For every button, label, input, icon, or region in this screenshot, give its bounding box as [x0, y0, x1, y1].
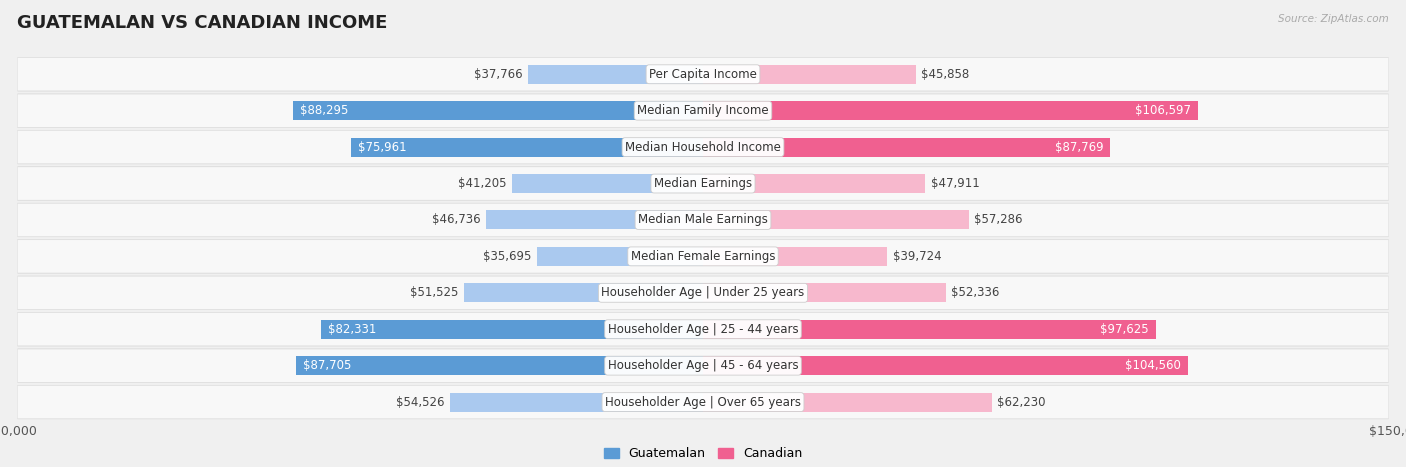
- FancyBboxPatch shape: [17, 276, 1389, 310]
- FancyBboxPatch shape: [17, 348, 1389, 383]
- FancyBboxPatch shape: [703, 101, 1198, 120]
- FancyBboxPatch shape: [17, 385, 1389, 419]
- FancyBboxPatch shape: [703, 65, 915, 84]
- FancyBboxPatch shape: [17, 203, 1389, 237]
- Text: Householder Age | 25 - 44 years: Householder Age | 25 - 44 years: [607, 323, 799, 336]
- Text: $47,911: $47,911: [931, 177, 980, 190]
- FancyBboxPatch shape: [17, 58, 1389, 91]
- FancyBboxPatch shape: [17, 313, 1389, 346]
- Text: $41,205: $41,205: [458, 177, 506, 190]
- Text: Median Male Earnings: Median Male Earnings: [638, 213, 768, 226]
- FancyBboxPatch shape: [703, 211, 969, 229]
- FancyBboxPatch shape: [703, 247, 887, 266]
- FancyBboxPatch shape: [17, 93, 1389, 128]
- Text: $62,230: $62,230: [997, 396, 1046, 409]
- FancyBboxPatch shape: [297, 356, 703, 375]
- FancyBboxPatch shape: [17, 166, 1389, 201]
- FancyBboxPatch shape: [450, 393, 703, 411]
- FancyBboxPatch shape: [17, 239, 1389, 274]
- FancyBboxPatch shape: [17, 204, 1389, 236]
- FancyBboxPatch shape: [703, 320, 1156, 339]
- Text: $52,336: $52,336: [952, 286, 1000, 299]
- FancyBboxPatch shape: [294, 101, 703, 120]
- Text: $51,525: $51,525: [411, 286, 458, 299]
- FancyBboxPatch shape: [17, 240, 1389, 273]
- FancyBboxPatch shape: [703, 356, 1188, 375]
- FancyBboxPatch shape: [350, 138, 703, 156]
- Text: GUATEMALAN VS CANADIAN INCOME: GUATEMALAN VS CANADIAN INCOME: [17, 14, 387, 32]
- Text: $57,286: $57,286: [974, 213, 1022, 226]
- Text: $75,961: $75,961: [357, 141, 406, 154]
- Text: Median Earnings: Median Earnings: [654, 177, 752, 190]
- Text: $82,331: $82,331: [328, 323, 377, 336]
- Text: $97,625: $97,625: [1101, 323, 1149, 336]
- Text: Median Family Income: Median Family Income: [637, 104, 769, 117]
- Text: Median Female Earnings: Median Female Earnings: [631, 250, 775, 263]
- FancyBboxPatch shape: [17, 167, 1389, 200]
- FancyBboxPatch shape: [17, 94, 1389, 127]
- FancyBboxPatch shape: [17, 386, 1389, 418]
- Text: Median Household Income: Median Household Income: [626, 141, 780, 154]
- FancyBboxPatch shape: [17, 131, 1389, 163]
- Text: Householder Age | 45 - 64 years: Householder Age | 45 - 64 years: [607, 359, 799, 372]
- Text: Householder Age | Over 65 years: Householder Age | Over 65 years: [605, 396, 801, 409]
- FancyBboxPatch shape: [703, 174, 925, 193]
- FancyBboxPatch shape: [703, 393, 991, 411]
- Text: $54,526: $54,526: [396, 396, 444, 409]
- Text: $87,705: $87,705: [304, 359, 352, 372]
- Text: $104,560: $104,560: [1125, 359, 1181, 372]
- FancyBboxPatch shape: [527, 65, 703, 84]
- FancyBboxPatch shape: [512, 174, 703, 193]
- Text: $88,295: $88,295: [301, 104, 349, 117]
- Text: $45,858: $45,858: [921, 68, 970, 81]
- FancyBboxPatch shape: [537, 247, 703, 266]
- FancyBboxPatch shape: [703, 138, 1111, 156]
- Text: Householder Age | Under 25 years: Householder Age | Under 25 years: [602, 286, 804, 299]
- Text: $39,724: $39,724: [893, 250, 942, 263]
- FancyBboxPatch shape: [486, 211, 703, 229]
- FancyBboxPatch shape: [321, 320, 703, 339]
- FancyBboxPatch shape: [17, 312, 1389, 347]
- Text: $46,736: $46,736: [432, 213, 481, 226]
- FancyBboxPatch shape: [17, 349, 1389, 382]
- Text: $35,695: $35,695: [484, 250, 531, 263]
- Text: Source: ZipAtlas.com: Source: ZipAtlas.com: [1278, 14, 1389, 24]
- Legend: Guatemalan, Canadian: Guatemalan, Canadian: [599, 442, 807, 465]
- Text: Per Capita Income: Per Capita Income: [650, 68, 756, 81]
- Text: $87,769: $87,769: [1054, 141, 1104, 154]
- Text: $37,766: $37,766: [474, 68, 522, 81]
- FancyBboxPatch shape: [703, 283, 946, 302]
- FancyBboxPatch shape: [17, 130, 1389, 164]
- FancyBboxPatch shape: [464, 283, 703, 302]
- FancyBboxPatch shape: [17, 57, 1389, 92]
- FancyBboxPatch shape: [17, 276, 1389, 309]
- Text: $106,597: $106,597: [1135, 104, 1191, 117]
